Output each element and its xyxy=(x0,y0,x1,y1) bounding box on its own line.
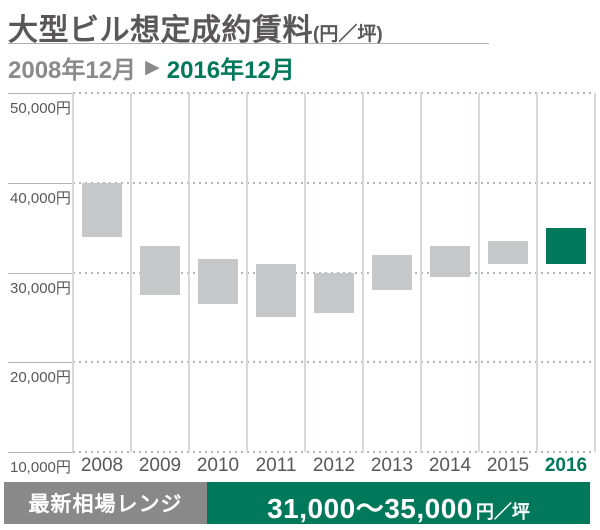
page-title-row: 大型ビル想定成約賃料 (円／坪) xyxy=(8,5,383,49)
page-title: 大型ビル想定成約賃料 xyxy=(8,14,313,47)
x-axis-label: 2012 xyxy=(312,455,356,476)
column-separator xyxy=(188,93,190,452)
x-axis-label: 2015 xyxy=(486,455,530,476)
y-axis-label: 20,000円 xyxy=(10,369,71,387)
y-gridline xyxy=(73,451,595,453)
range-bar xyxy=(488,241,528,264)
range-bar xyxy=(314,272,354,313)
period-to: 2016年12月 xyxy=(166,57,295,84)
column-separator xyxy=(478,93,480,452)
y-tick-line xyxy=(8,93,73,94)
y-tick-line xyxy=(8,452,73,453)
x-axis-label: 2009 xyxy=(138,455,182,476)
period-subtitle: 2008年12月 ▶ 2016年12月 xyxy=(8,50,295,85)
title-underline xyxy=(8,43,489,44)
latest-range-band-value: 31,000〜35,000 円／坪 xyxy=(207,482,590,524)
column-separator xyxy=(536,93,538,452)
x-axis-label: 2011 xyxy=(255,455,297,476)
x-axis-label: 2010 xyxy=(196,455,240,476)
x-axis-label: 2016 xyxy=(544,455,588,476)
range-bar xyxy=(430,245,470,277)
column-separator xyxy=(72,93,74,452)
latest-range-value: 31,000〜35,000 xyxy=(267,493,473,524)
y-tick-line xyxy=(8,362,73,364)
range-bar xyxy=(256,263,296,318)
period-from: 2008年12月 xyxy=(8,57,137,84)
x-axis-label: 2008 xyxy=(80,455,124,476)
range-bar xyxy=(198,259,238,304)
column-separator xyxy=(420,93,422,452)
range-bar xyxy=(140,245,180,295)
column-separator xyxy=(246,93,248,452)
y-tick-line xyxy=(8,272,73,274)
x-axis-label: 2014 xyxy=(428,455,472,476)
latest-range-unit: 円／坪 xyxy=(475,502,530,522)
y-gridline xyxy=(73,92,595,94)
column-separator xyxy=(594,93,596,452)
x-axis-label: 2013 xyxy=(370,455,414,476)
y-gridline xyxy=(73,361,595,364)
latest-range-band-label: 最新相場レンジ xyxy=(4,482,207,524)
arrow-right-icon: ▶ xyxy=(145,57,160,78)
latest-range-label: 最新相場レンジ xyxy=(28,493,183,516)
page-title-unit: (円／坪) xyxy=(313,24,383,45)
y-axis-label: 10,000円 xyxy=(10,459,71,476)
column-separator xyxy=(304,93,306,452)
y-axis-label: 40,000円 xyxy=(10,189,71,207)
y-axis-label: 30,000円 xyxy=(10,279,71,297)
range-bar-highlight xyxy=(546,227,586,264)
y-tick-line xyxy=(8,182,73,184)
y-axis-label: 50,000円 xyxy=(10,100,71,117)
range-bar xyxy=(82,182,122,237)
range-bar xyxy=(372,254,412,291)
column-separator xyxy=(362,93,364,452)
column-separator xyxy=(130,93,132,452)
y-gridline xyxy=(73,181,595,184)
